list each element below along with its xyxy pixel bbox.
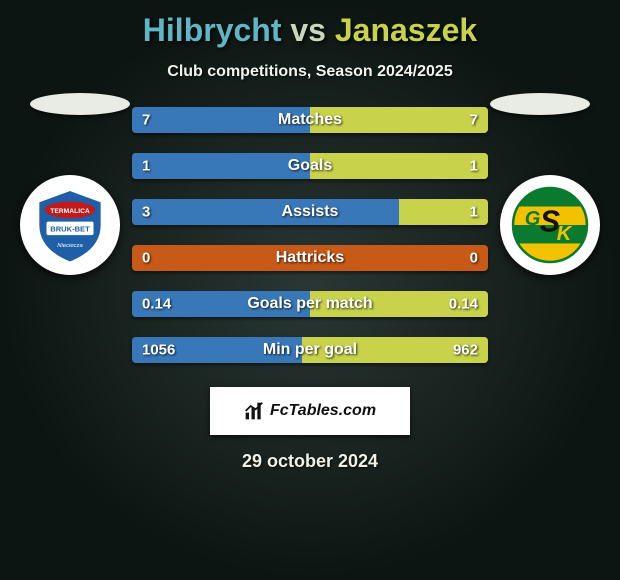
stat-row: 00Hattricks bbox=[132, 245, 488, 271]
team2-logo-icon: S G K bbox=[508, 183, 592, 267]
stat-label: Hattricks bbox=[132, 249, 488, 267]
stat-label: Matches bbox=[132, 111, 488, 129]
svg-text:G: G bbox=[525, 208, 541, 230]
shadow-ellipse bbox=[30, 93, 130, 115]
shadow-ellipse bbox=[490, 93, 590, 115]
brand-text: FcTables.com bbox=[270, 402, 376, 420]
stat-label: Goals per match bbox=[132, 295, 488, 313]
team1-logo-icon: TERMALICA BRUK-BET Nieciecza bbox=[28, 183, 112, 267]
stat-row: 11Goals bbox=[132, 153, 488, 179]
team1-badge: TERMALICA BRUK-BET Nieciecza bbox=[20, 175, 120, 275]
stat-row: 0.140.14Goals per match bbox=[132, 291, 488, 317]
vs-label: vs bbox=[290, 12, 326, 48]
subtitle: Club competitions, Season 2024/2025 bbox=[0, 63, 620, 81]
team2-badge-wrap: S G K bbox=[500, 175, 600, 275]
stat-label: Goals bbox=[132, 157, 488, 175]
stat-rows: 77Matches 11Goals 31Assists 00Hattricks 0.14… bbox=[132, 107, 488, 363]
team1-badge-wrap: TERMALICA BRUK-BET Nieciecza bbox=[20, 175, 120, 275]
stat-row: 1056962Min per goal bbox=[132, 337, 488, 363]
stat-row: 31Assists bbox=[132, 199, 488, 225]
player2-name: Janaszek bbox=[335, 12, 477, 48]
stat-label: Assists bbox=[132, 203, 488, 221]
svg-text:TERMALICA: TERMALICA bbox=[50, 208, 90, 215]
team2-badge: S G K bbox=[500, 175, 600, 275]
svg-text:Nieciecza: Nieciecza bbox=[57, 243, 83, 249]
stat-label: Min per goal bbox=[132, 341, 488, 359]
svg-text:BRUK-BET: BRUK-BET bbox=[50, 225, 90, 234]
chart-icon bbox=[244, 401, 264, 421]
comparison-title: Hilbrycht vs Janaszek bbox=[0, 0, 620, 49]
date-label: 29 october 2024 bbox=[0, 451, 620, 472]
brand-box: FcTables.com bbox=[210, 387, 410, 435]
stat-row: 77Matches bbox=[132, 107, 488, 133]
player1-name: Hilbrycht bbox=[143, 12, 282, 48]
chart-area: TERMALICA BRUK-BET Nieciecza S G K bbox=[0, 107, 620, 363]
svg-text:K: K bbox=[557, 223, 573, 245]
